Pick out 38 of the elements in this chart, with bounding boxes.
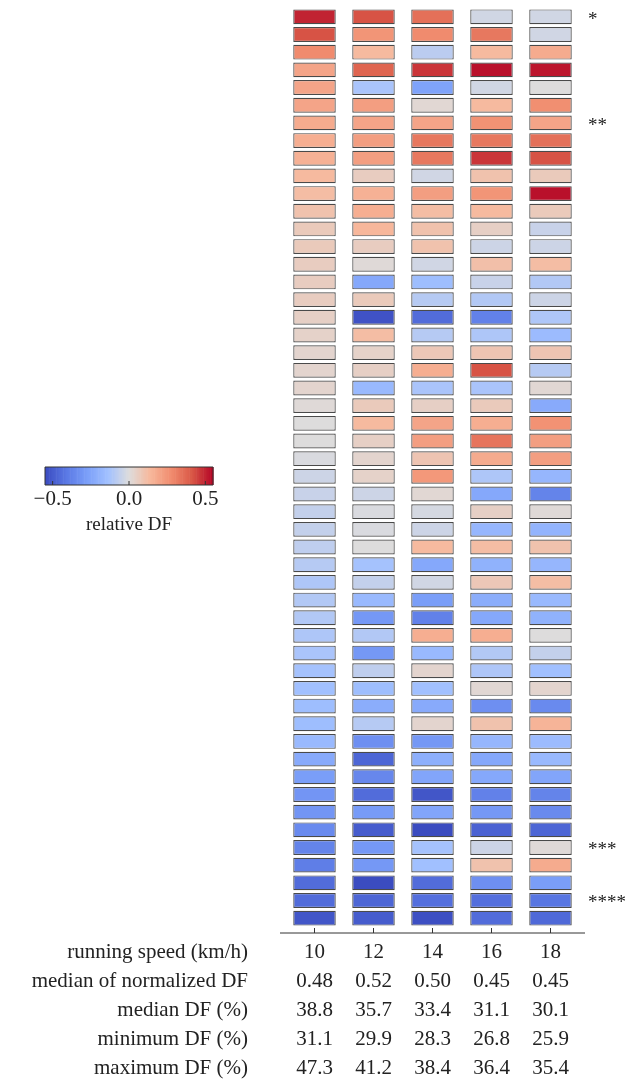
text: 47.3 — [296, 1054, 333, 1079]
text: 0.50 — [414, 967, 451, 992]
color-bar-label: 0.0 — [115, 485, 143, 510]
y2-tick-label: * — [588, 7, 598, 29]
y2-tick-label: **** — [588, 891, 626, 913]
text: 41.2 — [355, 1054, 392, 1079]
y2-tick-label: ** — [588, 113, 607, 135]
x-axis-title: running speed (km/h) — [67, 938, 249, 963]
text: 25.9 — [532, 1025, 569, 1050]
text: 29.9 — [355, 1025, 392, 1050]
text: maximum DF (%) — [94, 1054, 249, 1079]
text: 35.4 — [532, 1054, 570, 1079]
text: 0.48 — [296, 967, 333, 992]
text: 30.1 — [532, 996, 569, 1021]
text: 38.8 — [296, 996, 333, 1021]
text: 35.7 — [355, 996, 392, 1021]
text: 0.52 — [355, 967, 392, 992]
x-tick-label: 10 — [304, 938, 325, 963]
text: 28.3 — [414, 1025, 451, 1050]
y2-tick-label: *** — [588, 838, 617, 860]
x-tick-label: 12 — [363, 938, 384, 963]
text: 36.4 — [473, 1054, 511, 1079]
text: 31.1 — [473, 996, 510, 1021]
x-tick-label: 16 — [481, 938, 502, 963]
color-bar-title: relative DF — [85, 512, 173, 534]
text: 38.4 — [414, 1054, 452, 1079]
x-tick-label: 14 — [422, 938, 444, 963]
text: median DF (%) — [117, 996, 248, 1021]
x-tick-label: 18 — [540, 938, 561, 963]
text: 26.8 — [473, 1025, 510, 1050]
text: 0.45 — [473, 967, 510, 992]
text: minimum DF (%) — [97, 1025, 248, 1050]
color-bar-label: −0.5 — [33, 485, 72, 510]
text: 31.1 — [296, 1025, 333, 1050]
text: 33.4 — [414, 996, 452, 1021]
text: 0.45 — [532, 967, 569, 992]
color-bar-label: 0.5 — [192, 485, 219, 510]
text: median of normalized DF — [31, 967, 248, 992]
